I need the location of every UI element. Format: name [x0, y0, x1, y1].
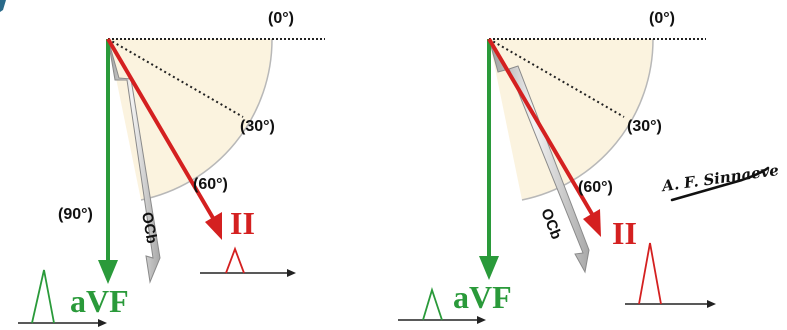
ii-vector-arrowhead — [205, 212, 222, 240]
lead-label-avf: aVF — [70, 283, 129, 319]
ii-baseline-arrowhead — [287, 269, 296, 277]
ocb-label: OCb — [537, 206, 565, 242]
lead-label-ii: II — [612, 215, 637, 251]
author-signature: A. F. Sinnaeve — [659, 161, 780, 202]
angle-label-60: (60°) — [193, 176, 228, 193]
panel-right: OCb (0°) (30°) (60°) II aVF — [398, 10, 716, 324]
angle-label-0: (0°) — [268, 10, 294, 27]
avf-baseline-arrowhead — [477, 316, 486, 324]
ii-vector-line — [106, 37, 215, 220]
crop-artifact — [0, 0, 6, 12]
avf-baseline-arrowhead — [98, 319, 107, 327]
quadrant-arc — [521, 38, 654, 201]
angle-label-30: (30°) — [627, 118, 662, 135]
panel-left: OCb (0°) (30°) (60°) (90°) II aVF — [18, 10, 325, 327]
axis-30deg — [488, 38, 625, 118]
quadrant-arc — [140, 38, 273, 201]
ii-vector-arrowhead — [583, 209, 601, 237]
avf-waveform — [31, 269, 55, 324]
quadrant-sector — [108, 39, 273, 200]
angle-label-90: (90°) — [58, 206, 93, 223]
ocb-label: OCb — [138, 211, 160, 245]
avf-vector-arrowhead — [98, 260, 118, 284]
axis-30deg — [107, 38, 244, 118]
ii-baseline-arrowhead — [707, 300, 716, 308]
quadrant-sector — [489, 39, 654, 200]
svg-text:A. F. Sinnaeve: A. F. Sinnaeve — [659, 161, 780, 195]
lead-label-avf: aVF — [453, 279, 512, 315]
lead-label-ii: II — [230, 205, 255, 241]
angle-label-0: (0°) — [649, 10, 675, 27]
ii-vector-line — [487, 37, 594, 216]
ii-waveform — [225, 246, 245, 274]
angle-label-30: (30°) — [240, 118, 275, 135]
ii-waveform — [638, 242, 662, 305]
ocb-vector-arrow — [488, 38, 590, 274]
avf-vector-arrowhead — [479, 256, 499, 280]
angle-label-60: (60°) — [578, 179, 613, 196]
avf-waveform — [422, 287, 443, 321]
ocb-vector-arrow — [107, 38, 161, 284]
